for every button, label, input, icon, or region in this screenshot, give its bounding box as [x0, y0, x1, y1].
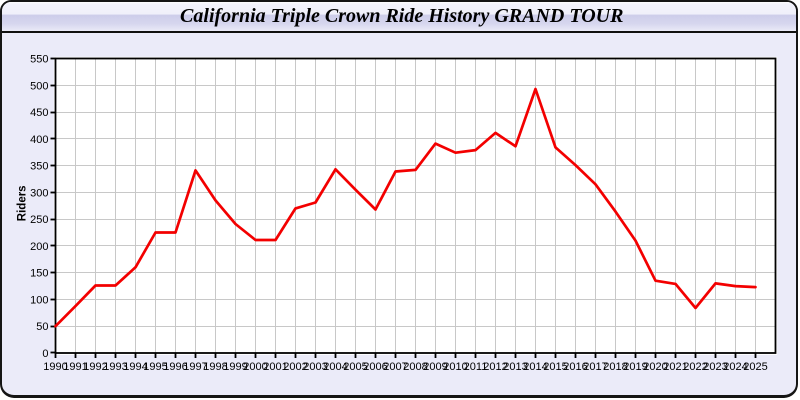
svg-text:250: 250	[30, 214, 48, 226]
svg-text:1994: 1994	[123, 361, 147, 373]
svg-text:2001: 2001	[263, 361, 287, 373]
svg-text:1998: 1998	[203, 361, 227, 373]
svg-text:2020: 2020	[643, 361, 667, 373]
svg-text:1997: 1997	[183, 361, 207, 373]
svg-text:2018: 2018	[603, 361, 627, 373]
svg-text:150: 150	[30, 268, 48, 280]
svg-text:1991: 1991	[63, 361, 87, 373]
svg-text:1990: 1990	[43, 361, 67, 373]
svg-text:2007: 2007	[383, 361, 407, 373]
svg-text:450: 450	[30, 107, 48, 119]
svg-text:2014: 2014	[523, 361, 547, 373]
svg-text:2009: 2009	[423, 361, 447, 373]
svg-text:0: 0	[42, 348, 48, 360]
svg-text:2013: 2013	[503, 361, 527, 373]
svg-text:2016: 2016	[563, 361, 587, 373]
svg-text:1996: 1996	[163, 361, 187, 373]
svg-text:2012: 2012	[483, 361, 507, 373]
svg-text:2021: 2021	[663, 361, 687, 373]
svg-text:2005: 2005	[343, 361, 367, 373]
svg-text:2015: 2015	[543, 361, 567, 373]
svg-text:2017: 2017	[583, 361, 607, 373]
svg-text:300: 300	[30, 187, 48, 199]
svg-text:2011: 2011	[464, 361, 488, 373]
svg-text:2006: 2006	[363, 361, 387, 373]
svg-text:2000: 2000	[243, 361, 267, 373]
svg-text:550: 550	[30, 54, 48, 66]
svg-text:100: 100	[30, 294, 48, 306]
svg-text:2023: 2023	[703, 361, 727, 373]
svg-text:2024: 2024	[723, 361, 747, 373]
svg-text:350: 350	[30, 161, 48, 173]
svg-text:50: 50	[36, 321, 48, 333]
svg-text:1999: 1999	[223, 361, 247, 373]
svg-text:2008: 2008	[403, 361, 427, 373]
svg-text:2010: 2010	[443, 361, 467, 373]
svg-text:2003: 2003	[303, 361, 327, 373]
svg-text:2002: 2002	[283, 361, 307, 373]
svg-text:2025: 2025	[743, 361, 767, 373]
svg-text:500: 500	[30, 80, 48, 92]
svg-text:1992: 1992	[83, 361, 107, 373]
svg-text:400: 400	[30, 134, 48, 146]
svg-text:2004: 2004	[323, 361, 347, 373]
svg-text:1995: 1995	[143, 361, 167, 373]
svg-text:2019: 2019	[623, 361, 647, 373]
svg-text:Riders: Riders	[16, 185, 28, 221]
svg-text:2022: 2022	[683, 361, 707, 373]
svg-text:1993: 1993	[103, 361, 127, 373]
svg-text:200: 200	[30, 241, 48, 253]
